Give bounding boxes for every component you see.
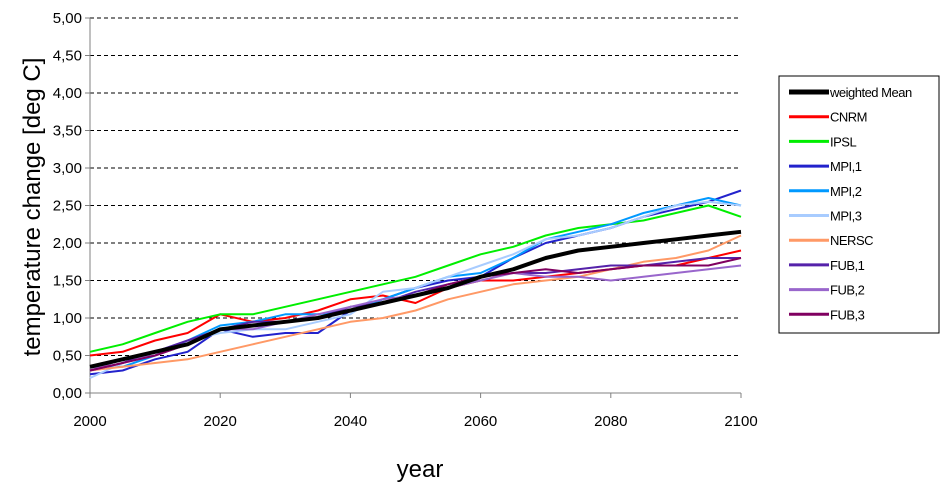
legend-label: CNRM [830,110,867,125]
y-tick-labels: 0,00 0,50 1,00 1,50 2,00 2,50 3,00 3,50 4,00 4,50… [53,10,90,402]
y-tick-label: 4,00 [53,85,82,102]
series-line-fub-1 [89,257,741,372]
legend-label: weighted Mean [829,85,912,100]
x-tick-label: 2100 [724,413,757,430]
y-tick-label: 2,00 [53,235,82,252]
y-tick-label: 0,50 [53,348,82,365]
y-tick-label: 4,50 [53,48,82,65]
x-tick-label: 2040 [334,413,367,430]
y-tick-label: 1,00 [53,310,82,327]
legend-label: FUB,2 [830,283,865,298]
x-axis-title: year [397,456,444,483]
x-tick-label: 2000 [73,413,106,430]
grid-lines [90,17,741,356]
series-lines [89,189,742,379]
legend-label: MPI,1 [830,159,862,174]
series-line-mpi-1 [89,189,742,376]
legend-label: IPSL [830,134,856,149]
legend-label: MPI,3 [830,209,862,224]
legend-label: MPI,2 [830,184,862,199]
series-line-nersc [89,234,742,372]
y-tick-label: 1,50 [53,273,82,290]
series-line-fub-3 [89,257,742,372]
series-line-ipsl [89,204,742,353]
y-tick-label: 3,00 [53,160,82,177]
series-line-weighted-mean [89,229,742,369]
legend: weighted Mean CNRM IPSL MPI,1 MPI,2 MPI,3 NERS… [778,75,940,334]
y-tick-label: 2,50 [53,198,82,215]
legend-label: FUB,1 [830,258,865,273]
y-axis-title: temperature change [deg C] [19,58,46,357]
x-tick-label: 2060 [464,413,497,430]
x-tick-label: 2020 [204,413,237,430]
y-tick-label: 5,00 [53,10,82,27]
legend-label: NERSC [830,233,873,248]
y-tick-label: 3,50 [53,123,82,140]
y-tick-label: 0,00 [53,385,82,402]
x-tick-label: 2080 [594,413,627,430]
legend-label: FUB,3 [830,307,865,322]
x-tick-labels: 2000 2020 2040 2060 2080 2100 [73,393,758,430]
